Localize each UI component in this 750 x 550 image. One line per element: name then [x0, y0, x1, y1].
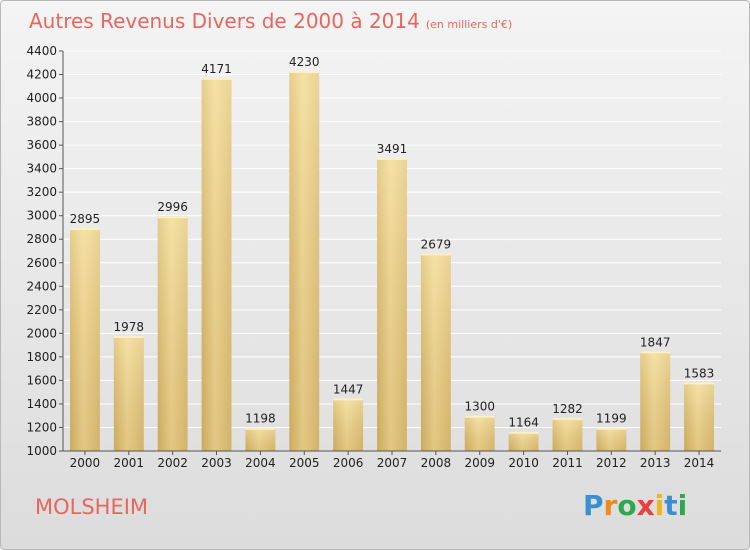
bar-shade-2007 [377, 157, 407, 452]
bar-top-2013 [640, 351, 671, 354]
data-label-2001: 1978 [114, 320, 145, 334]
logo-letter: o [617, 489, 637, 522]
logo-letter: P [583, 489, 604, 522]
bar-top-2001 [113, 335, 144, 338]
data-label-2008: 2679 [421, 237, 452, 251]
data-label-2013: 1847 [640, 335, 671, 349]
location-name: MOLSHEIM [35, 495, 149, 519]
bar-shade-2006 [333, 398, 364, 451]
bar-top-2007 [377, 157, 407, 160]
bar-top-2003 [201, 77, 232, 80]
data-label-2002: 2996 [157, 200, 188, 214]
proxiti-logo: Proxiti [583, 489, 687, 522]
data-label-2003: 4171 [201, 62, 232, 76]
y-tick-label: 4000 [26, 91, 57, 105]
x-tick-label-2008: 2008 [421, 456, 452, 470]
y-tick-label: 1000 [26, 444, 57, 458]
x-tick-label-2000: 2000 [70, 456, 101, 470]
x-tick-label-2009: 2009 [464, 456, 495, 470]
bar-top-2004 [245, 427, 276, 430]
bar-shade-2009 [464, 415, 495, 451]
bar-shade-2005 [289, 71, 320, 451]
x-tick-label-2012: 2012 [596, 456, 627, 470]
x-tick-label-2007: 2007 [377, 456, 408, 470]
data-label-2011: 1282 [552, 402, 583, 416]
y-tick-label: 2200 [26, 303, 57, 317]
y-tick-label: 1600 [26, 373, 57, 387]
logo-letter: r [603, 489, 618, 522]
y-tick-label: 4200 [26, 68, 57, 82]
bar-shade-2013 [640, 351, 671, 451]
bar-top-2006 [333, 398, 364, 401]
data-label-2000: 2895 [70, 212, 101, 226]
y-tick-label: 1200 [26, 420, 57, 434]
bar-shade-2001 [113, 335, 144, 451]
x-axis-ticks: 2000 2001 2002 2003 2004 2005 2006 2007 2008 2009… [70, 451, 715, 470]
data-label-2005: 4230 [289, 55, 320, 69]
x-tick-label-2011: 2011 [552, 456, 583, 470]
data-labels: 2895 1978 2996 4171 1198 4230 1447 3491 2679 1300… [70, 55, 715, 430]
logo-letter: i [677, 489, 688, 522]
bar-shade-2008 [420, 253, 451, 451]
bar-top-2010 [508, 431, 539, 434]
y-axis-ticks: 1000 1200 1400 1600 1800 2000 2200 2400 2600 2800… [26, 44, 63, 458]
x-tick-label-2003: 2003 [201, 456, 232, 470]
bar-shade-2002 [157, 216, 188, 451]
bar-shade-2014 [684, 382, 714, 451]
chart-title: Autres Revenus Divers de 2000 à 2014 (en … [29, 9, 512, 33]
x-tick-label-2006: 2006 [333, 456, 364, 470]
data-label-2006: 1447 [333, 382, 364, 396]
bar-top-2000 [70, 228, 100, 231]
y-tick-label: 2800 [26, 232, 57, 246]
bar-shade-2010 [508, 431, 539, 451]
logo-letter: i [654, 489, 665, 522]
y-tick-label: 3200 [26, 185, 57, 199]
y-tick-label: 2600 [26, 256, 57, 270]
y-tick-label: 3800 [26, 115, 57, 129]
bar-top-2009 [464, 415, 495, 418]
x-tick-label-2001: 2001 [114, 456, 145, 470]
bar-top-2011 [552, 417, 583, 420]
x-tick-label-2002: 2002 [157, 456, 188, 470]
y-tick-label: 3600 [26, 138, 57, 152]
axes [62, 51, 721, 452]
logo-letter: t [664, 489, 678, 522]
x-tick-label-2014: 2014 [684, 456, 715, 470]
y-tick-label: 4400 [26, 44, 57, 58]
bar-shade-2003 [201, 77, 232, 452]
data-label-2004: 1198 [245, 412, 276, 426]
y-tick-label: 3400 [26, 162, 57, 176]
data-label-2007: 3491 [377, 142, 408, 156]
data-label-2010: 1164 [508, 416, 539, 430]
data-label-2014: 1583 [684, 366, 715, 380]
bar-top-2012 [596, 427, 627, 430]
data-label-2009: 1300 [464, 400, 495, 414]
bars [70, 71, 714, 452]
bar-top-2014 [684, 382, 714, 385]
data-label-2012: 1199 [596, 412, 627, 426]
bar-shade-2004 [245, 427, 276, 451]
y-tick-label: 3000 [26, 209, 57, 223]
x-tick-label-2004: 2004 [245, 456, 276, 470]
bar-shade-2012 [596, 427, 627, 451]
bar-shade-2000 [70, 228, 100, 451]
bar-top-2008 [420, 253, 451, 256]
y-tick-label: 2000 [26, 326, 57, 340]
x-tick-label-2010: 2010 [508, 456, 539, 470]
y-tick-label: 1800 [26, 350, 57, 364]
y-tick-label: 1400 [26, 397, 57, 411]
chart-title-unit: (en milliers d'€) [425, 18, 513, 31]
x-tick-label-2005: 2005 [289, 456, 320, 470]
chart-title-main: Autres Revenus Divers de 2000 à 2014 [29, 9, 420, 33]
logo-letter: x [636, 489, 655, 522]
bar-top-2005 [289, 71, 320, 73]
x-tick-label-2013: 2013 [640, 456, 671, 470]
bar-top-2002 [157, 216, 188, 219]
y-tick-label: 2400 [26, 279, 57, 293]
bar-shade-2011 [552, 417, 583, 451]
